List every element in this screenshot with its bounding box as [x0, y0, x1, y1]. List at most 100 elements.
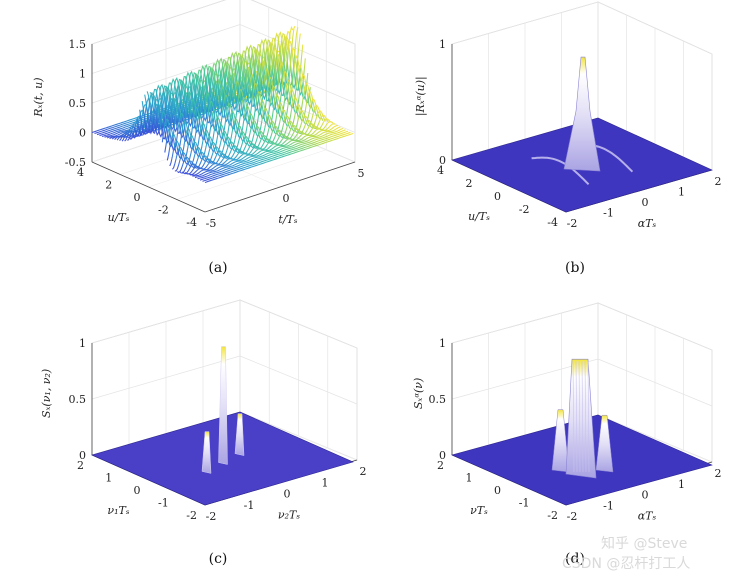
- side-peak-1: [595, 414, 614, 473]
- surface-line: [136, 42, 286, 137]
- plateau-line: [572, 361, 575, 473]
- surface-line: [184, 121, 334, 175]
- x-tick-label: 0: [642, 196, 649, 209]
- z-tick-label: 0.5: [429, 393, 447, 406]
- surface-line: [197, 129, 346, 180]
- surface-line: [189, 124, 338, 176]
- panel-a: 1.5 1 0.5 0 -0.54 2 0 -2 -4 -5 0 5 u/Tₛ t/Tₛ Rₓ(t, u): [32, 0, 365, 230]
- y-tick-label: -2: [186, 509, 197, 522]
- spike-2: [234, 413, 245, 456]
- x-axis-label: ν₂Tₛ: [278, 509, 300, 522]
- y-tick-label: -4: [186, 216, 197, 229]
- plateau-line: [584, 361, 587, 473]
- y-tick-label: -2: [519, 203, 530, 216]
- x-tick-label: 2: [360, 465, 367, 478]
- y-tick-label: 1: [105, 472, 112, 485]
- caption-c: (c): [209, 551, 228, 567]
- y-tick-label: 2: [77, 459, 84, 472]
- surface-line: [192, 126, 341, 177]
- surface-line: [194, 127, 344, 179]
- z-tick-label: 1: [439, 38, 446, 51]
- x-tick-label: -2: [206, 510, 217, 523]
- y-tick-label: -4: [547, 216, 558, 229]
- y-tick-label: -1: [519, 497, 530, 510]
- surface-line: [154, 40, 304, 140]
- x-tick-label: 2: [715, 175, 722, 188]
- plateau-line: [587, 361, 590, 473]
- x-axis-label: t/Tₛ: [278, 213, 297, 226]
- z-tick-label: 0.5: [69, 97, 87, 110]
- floor-grid: [176, 149, 327, 200]
- surface-line: [202, 131, 351, 182]
- y-tick-label: -2: [158, 204, 169, 217]
- y-tick-label: 2: [105, 179, 112, 192]
- surface-line: [204, 132, 354, 184]
- spike-1: [218, 346, 228, 465]
- y-tick-label: 4: [437, 164, 444, 177]
- surface-line: [161, 64, 311, 151]
- axis-line-x: [204, 161, 356, 213]
- watermark-line-2: CSDN @忍杆打工人: [562, 555, 690, 572]
- y-tick-label: -2: [547, 509, 558, 522]
- z-axis-label: |Rₓᵅ(u)|: [414, 76, 428, 116]
- z-tick-label: 1: [79, 337, 86, 350]
- z-tick-label: 1: [439, 337, 446, 350]
- x-tick-label: 0: [284, 488, 291, 501]
- x-tick-label: -2: [567, 217, 578, 230]
- y-tick-label: 2: [437, 459, 444, 472]
- side-peak-0: [551, 409, 570, 473]
- z-axis-label: Sₓᵅ(ν): [412, 378, 425, 409]
- x-tick-label: -1: [603, 499, 614, 512]
- surface-line: [179, 114, 329, 174]
- y-axis-label: u/Tₛ: [468, 210, 490, 223]
- y-tick-label: 4: [77, 166, 84, 179]
- z-tick-label: 0: [439, 154, 446, 167]
- z-tick-label: 0: [79, 127, 86, 140]
- y-tick-label: 0: [134, 484, 141, 497]
- surface-line: [166, 82, 316, 161]
- caption-b: (b): [565, 260, 585, 276]
- surface-line: [174, 104, 324, 172]
- caption-a: (a): [208, 260, 227, 276]
- x-tick-label: -1: [244, 499, 255, 512]
- z-axis-label: Sₓ(ν₁, ν₂): [40, 369, 53, 418]
- x-axis-label: αTₛ: [638, 217, 657, 230]
- x-tick-label: -5: [206, 217, 217, 230]
- y-axis-label: νTₛ: [470, 504, 488, 517]
- plateau-line: [581, 361, 584, 473]
- surface-a: [91, 25, 354, 184]
- z-tick-label: 0.5: [69, 393, 87, 406]
- surface-line: [156, 47, 306, 144]
- y-tick-label: 0: [134, 191, 141, 204]
- axis-line-y: [91, 161, 206, 213]
- x-tick-label: 0: [642, 489, 649, 502]
- spike-0: [201, 431, 212, 474]
- y-tick-label: 0: [494, 190, 501, 203]
- surface-line: [149, 26, 299, 136]
- floor-grid: [148, 137, 298, 188]
- side-arc: [531, 156, 590, 186]
- x-tick-label: 1: [678, 186, 685, 199]
- surface-line: [177, 110, 326, 174]
- y-tick-label: -1: [158, 497, 169, 510]
- z-tick-label: 0: [79, 449, 86, 462]
- z-tick-label: 1.5: [69, 38, 87, 51]
- surface-line: [187, 123, 336, 176]
- z-tick-label: -0.5: [65, 156, 86, 169]
- y-tick-label: 0: [494, 484, 501, 497]
- x-tick-label: 5: [358, 167, 365, 180]
- x-tick-label: 0: [283, 192, 290, 205]
- z-axis-label: Rₓ(t, u): [32, 77, 45, 117]
- watermark-line-1: 知乎 @Steve: [601, 535, 687, 552]
- y-tick-label: 2: [466, 177, 473, 190]
- y-tick-label: 1: [466, 472, 473, 485]
- plateau-line: [575, 361, 578, 473]
- x-tick-label: 2: [715, 467, 722, 480]
- x-tick-label: 1: [678, 478, 685, 491]
- central-peak: [563, 56, 601, 172]
- surface-line: [199, 130, 349, 181]
